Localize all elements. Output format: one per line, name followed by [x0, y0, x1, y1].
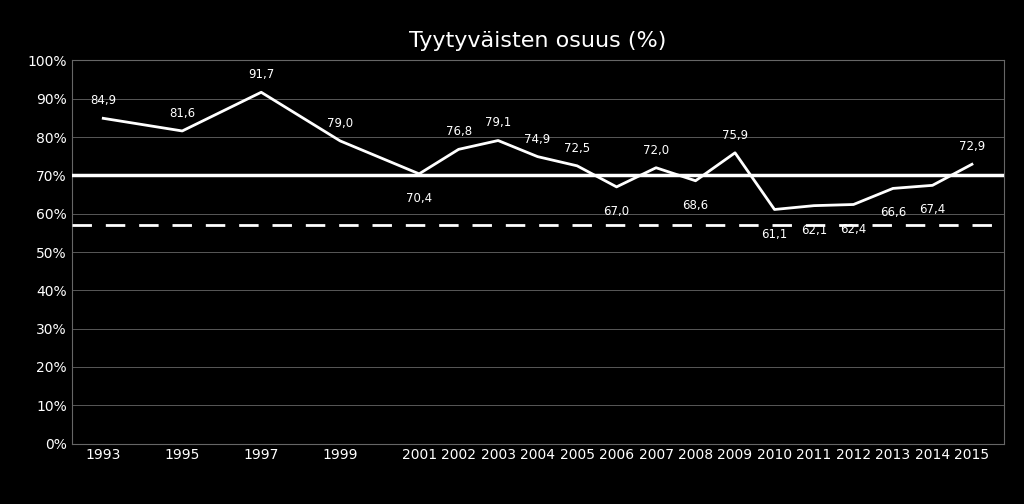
Text: 67,4: 67,4 [920, 204, 945, 216]
Text: 79,0: 79,0 [327, 117, 353, 130]
Text: 70,4: 70,4 [407, 192, 432, 205]
Text: 72,5: 72,5 [564, 142, 590, 155]
Text: 67,0: 67,0 [603, 205, 630, 218]
Text: 79,1: 79,1 [485, 116, 511, 130]
Text: 72,0: 72,0 [643, 144, 669, 157]
Text: 74,9: 74,9 [524, 133, 551, 146]
Title: Tyytyväisten osuus (%): Tyytyväisten osuus (%) [409, 31, 667, 50]
Text: 62,1: 62,1 [801, 224, 827, 237]
Text: 75,9: 75,9 [722, 129, 749, 142]
Text: 62,4: 62,4 [841, 223, 866, 235]
Text: 91,7: 91,7 [248, 68, 274, 81]
Text: 66,6: 66,6 [880, 207, 906, 219]
Text: 76,8: 76,8 [445, 125, 472, 138]
Text: 84,9: 84,9 [90, 94, 117, 107]
Text: 72,9: 72,9 [958, 140, 985, 153]
Text: 81,6: 81,6 [169, 107, 196, 120]
Text: 61,1: 61,1 [762, 227, 787, 240]
Text: 68,6: 68,6 [682, 199, 709, 212]
